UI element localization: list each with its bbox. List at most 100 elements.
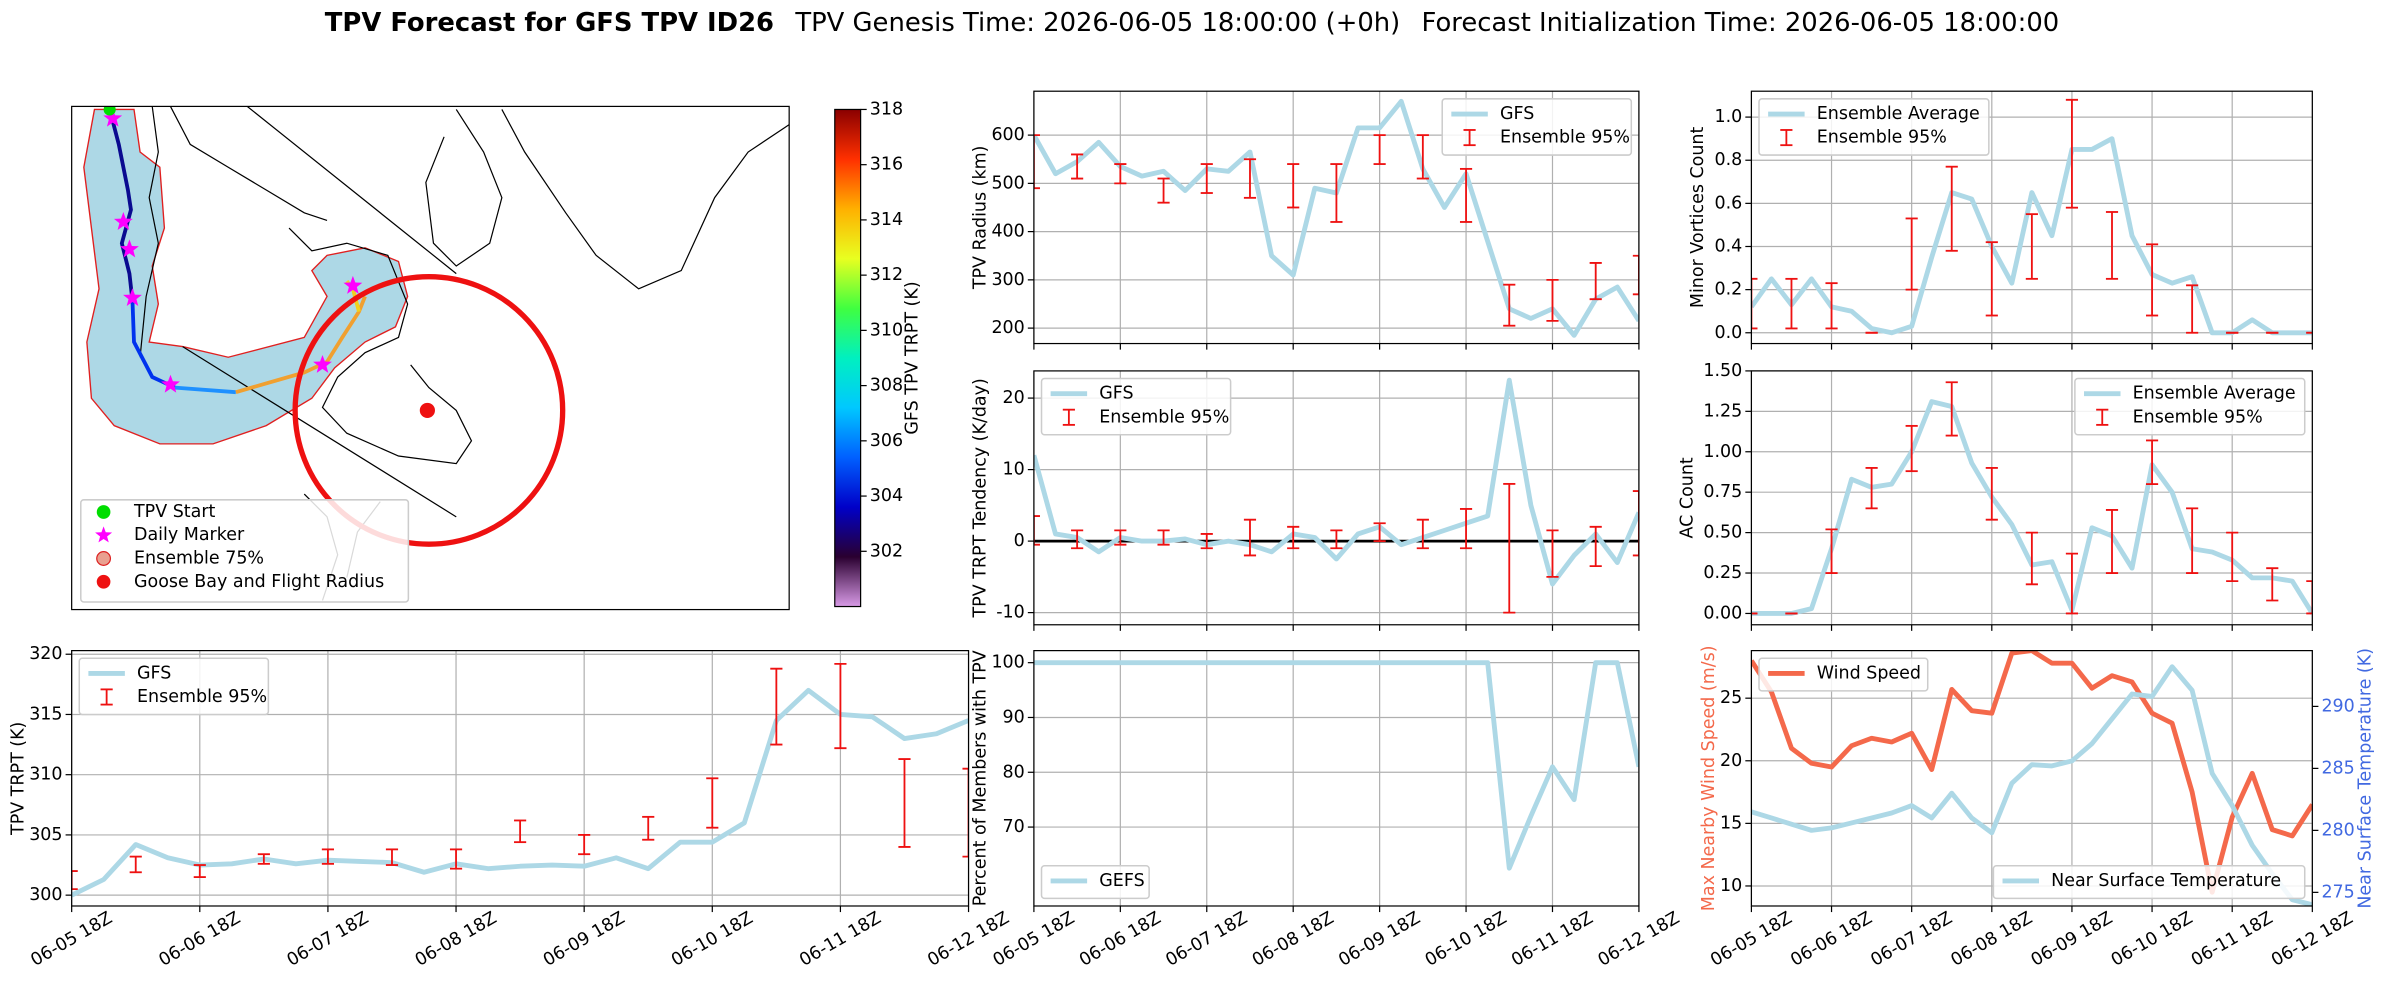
error-bar — [2025, 213, 2038, 280]
colorbar-tick-label: 308 — [870, 376, 903, 396]
plot-area — [71, 662, 969, 898]
title-init: Forecast Initialization Time: 2026-06-05… — [1422, 7, 2060, 37]
error-bar — [1373, 522, 1386, 543]
error-bar — [1825, 282, 1838, 330]
error-bar — [1546, 278, 1559, 322]
plot-area — [1033, 98, 1639, 338]
legend-box — [1758, 98, 1990, 156]
legend-box — [1992, 864, 2306, 900]
error-bar — [1330, 529, 1343, 550]
legend-label: Ensemble 95% — [1500, 128, 1630, 148]
x-tick-label: 06-09 18Z — [2028, 908, 2116, 971]
error-bar — [962, 767, 969, 858]
error-bar — [1243, 158, 1257, 199]
x-tick-label: 06-06 18Z — [1787, 908, 1875, 971]
error-bar — [2025, 531, 2038, 586]
error-bar — [1589, 262, 1602, 301]
y-tick-label: 300 — [991, 270, 1024, 290]
y-tick-label: 0.6 — [1715, 193, 1743, 213]
x-tick-label: 06-12 18Z — [1595, 908, 1683, 971]
colorbar-tick-label: 306 — [870, 431, 903, 451]
colorbar-tick-label: 310 — [870, 320, 903, 340]
y-tick-label: 300 — [29, 885, 62, 905]
y-tick-label: 0.75 — [1703, 482, 1742, 502]
error-bar — [2266, 567, 2279, 602]
y-tick-label: 0.2 — [1715, 280, 1743, 300]
tpv-start — [103, 106, 116, 116]
error-bar — [129, 855, 142, 874]
series-line — [1751, 136, 2313, 336]
track — [174, 385, 236, 395]
y-tick-label: 0.00 — [1703, 603, 1742, 623]
daily-marker — [313, 354, 332, 373]
error-bar — [2226, 531, 2239, 583]
plot-area — [1751, 381, 2313, 616]
colorbar-tick-label: 312 — [870, 265, 903, 285]
error-bar — [1945, 165, 1958, 252]
title-genesis: TPV Genesis Time: 2026-06-05 18:00:00 (+… — [794, 7, 1400, 37]
error-bar — [1200, 163, 1213, 194]
y-axis-label: TPV TRPT Tendency (K/day) — [971, 378, 991, 618]
colorbar-tick-label: 314 — [870, 210, 903, 230]
y-tick-label: 1.50 — [1703, 361, 1742, 381]
figure-title: TPV Forecast for GFS TPV ID26 TPV Genesis… — [325, 7, 2059, 37]
daily-marker — [343, 275, 363, 294]
axes-frame — [1750, 650, 2313, 907]
error-bar — [514, 819, 527, 844]
y-axis-label: TPV Radius (km) — [971, 146, 991, 291]
x-tick-label: 06-10 18Z — [2108, 908, 2196, 971]
y2-axis-label: Near Surface Temperature (K) — [2356, 648, 2376, 909]
legend-box — [1040, 864, 1150, 900]
legend-label: GFS — [1099, 384, 1133, 404]
map-frame — [71, 105, 790, 611]
legend-box — [1040, 377, 1232, 436]
y-tick-label: 100 — [991, 653, 1024, 673]
error-bar — [257, 853, 270, 865]
x-tick-label: 06-11 18Z — [796, 908, 884, 971]
y-tick-label: 1.00 — [1703, 442, 1742, 462]
x-tick-label: 06-05 18Z — [1707, 908, 1795, 971]
error-bar — [385, 848, 399, 866]
y2-tick-label: 290 — [2321, 696, 2354, 716]
axes-frame — [1033, 370, 1640, 626]
daily-markers — [103, 106, 363, 393]
x-tick-label: 06-09 18Z — [540, 908, 628, 971]
series-line — [71, 687, 969, 898]
error-bar — [898, 758, 911, 848]
y-axis-label: AC Count — [1678, 457, 1698, 538]
colorbar-tick-label: 316 — [870, 155, 903, 175]
error-bar — [2065, 98, 2079, 209]
legend-label: Ensemble 95% — [1099, 407, 1229, 427]
goose-bay — [419, 402, 435, 419]
y-tick-label: 315 — [29, 704, 62, 724]
error-bar — [1416, 518, 1429, 550]
y-tick-label: 20 — [1720, 751, 1742, 771]
y2-tick-label: 275 — [2321, 882, 2354, 902]
error-bar — [1459, 167, 1473, 223]
x-tick-label: 06-08 18Z — [412, 908, 500, 971]
error-bar — [2145, 439, 2159, 486]
series-line — [1751, 664, 2313, 906]
axes-frame — [1033, 90, 1640, 345]
y-tick-label: 400 — [991, 222, 1024, 242]
title-main: TPV Forecast for GFS TPV ID26 — [325, 7, 774, 37]
error-bar — [2306, 580, 2313, 615]
x-tick-label: 06-08 18Z — [1249, 908, 1337, 971]
axes-frame — [1033, 650, 1640, 907]
x-tick-label: 06-07 18Z — [284, 908, 372, 971]
error-bar — [1157, 529, 1170, 546]
error-bar — [1071, 153, 1084, 180]
error-bar — [1033, 515, 1040, 546]
error-bar — [2065, 552, 2079, 615]
legend-label: Goose Bay and Flight Radius — [134, 572, 384, 592]
legend-label: Ensemble 95% — [137, 687, 267, 707]
legend-box — [2074, 377, 2306, 436]
y-axis-label: TPV TRPT (K) — [8, 722, 28, 836]
error-bar — [1865, 467, 1878, 510]
error-bar — [1459, 508, 1473, 550]
error-bar — [1243, 518, 1257, 557]
legend-label: Ensemble 95% — [2133, 407, 2263, 427]
error-bar — [1200, 533, 1213, 550]
